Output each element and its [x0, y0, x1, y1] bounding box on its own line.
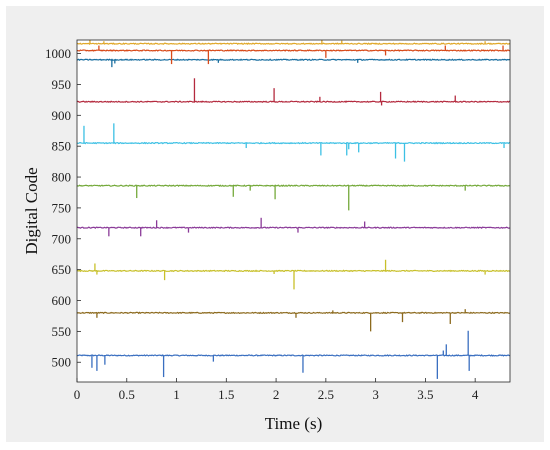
series-line	[76, 58, 511, 62]
series-3	[76, 259, 511, 290]
plot-area	[77, 40, 510, 382]
series-2	[76, 309, 511, 332]
series-line	[76, 184, 511, 188]
series-5	[76, 184, 511, 211]
ticks-layer: 0 0.5 1 1.5 2 2.5 3 3.5 4 500 550 600 650 700 750 800 85…	[45, 46, 479, 402]
series-4	[76, 217, 511, 237]
y-tick-label: 600	[52, 293, 72, 308]
x-tick-label: 3.5	[417, 387, 433, 402]
y-tick-label: 500	[52, 355, 72, 370]
y-tick-label: 950	[52, 77, 72, 92]
series-10	[76, 40, 511, 46]
y-tick-label: 900	[52, 108, 72, 123]
x-tick-label: 3	[372, 387, 379, 402]
x-tick-label: 1	[173, 387, 180, 402]
y-tick-label: 550	[52, 324, 72, 339]
series-layer	[76, 40, 511, 379]
series-6	[76, 123, 511, 162]
x-tick-label: 2	[273, 387, 280, 402]
x-tick-label: 0.5	[119, 387, 135, 402]
chart: 0 0.5 1 1.5 2 2.5 3 3.5 4 500 550 600 650 700 750 800 85…	[22, 39, 511, 433]
x-tick-label: 4	[472, 387, 479, 402]
series-line	[76, 100, 511, 104]
series-line	[76, 42, 511, 46]
series-9	[76, 45, 511, 65]
figure-background: 0 0.5 1 1.5 2 2.5 3 3.5 4 500 550 600 650 700 750 800 85…	[6, 6, 544, 442]
x-tick-label: 1.5	[218, 387, 234, 402]
x-tick-label: 2.5	[318, 387, 334, 402]
series-line	[76, 141, 511, 145]
y-tick-label: 700	[52, 231, 72, 246]
y-tick-label: 800	[52, 170, 72, 185]
y-tick-label: 750	[52, 200, 72, 215]
series-line	[76, 226, 511, 229]
series-7	[76, 78, 511, 106]
series-line	[76, 311, 511, 315]
series-1	[76, 330, 511, 379]
y-tick-label: 650	[52, 262, 72, 277]
x-axis-label: Time (s)	[265, 414, 322, 433]
series-line	[76, 49, 511, 52]
y-tick-label: 1000	[45, 46, 71, 61]
y-axis-label: Digital Code	[22, 167, 41, 254]
series-8	[76, 58, 511, 68]
series-line	[76, 354, 511, 357]
plot-frame	[76, 39, 511, 383]
y-tick-label: 850	[52, 139, 72, 154]
x-tick-label: 0	[74, 387, 81, 402]
series-line	[76, 269, 511, 273]
